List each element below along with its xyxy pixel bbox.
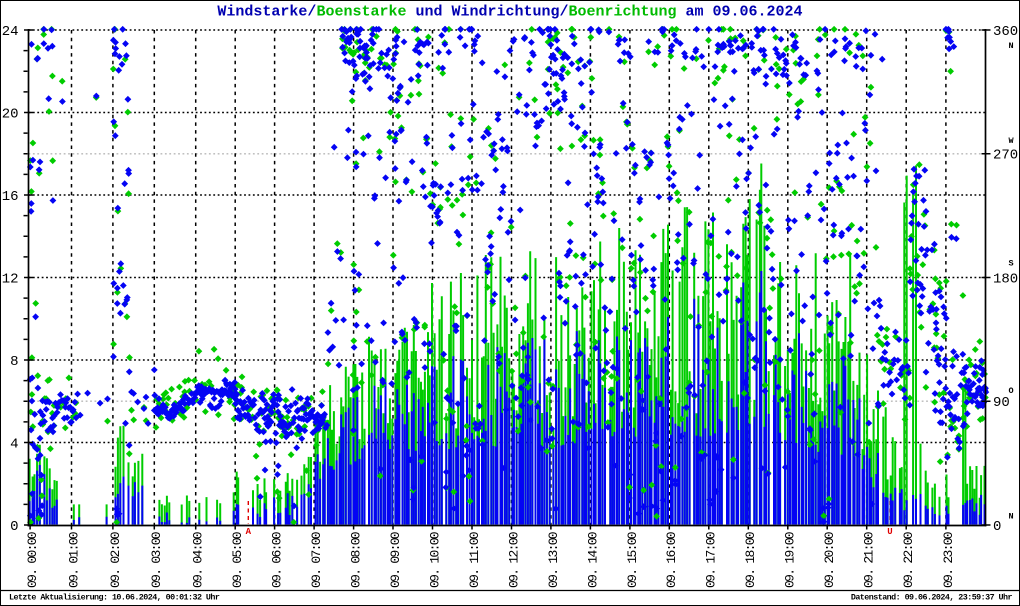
svg-text:N: N (1008, 41, 1013, 51)
svg-text:09. 03:00: 09. 03:00 (149, 532, 164, 588)
svg-text:360: 360 (993, 24, 1018, 40)
svg-text:S: S (1008, 258, 1013, 268)
svg-text:09. 21:00: 09. 21:00 (862, 532, 877, 588)
svg-text:09. 07:00: 09. 07:00 (309, 532, 324, 588)
svg-text:09. 05:00: 09. 05:00 (230, 532, 245, 588)
svg-text:N: N (1008, 511, 1013, 521)
svg-text:09. 04:00: 09. 04:00 (191, 532, 206, 588)
svg-text:24: 24 (2, 24, 19, 40)
svg-text:Windstarke/Boenstarke und Wind: Windstarke/Boenstarke und Windrichtung/B… (217, 4, 802, 21)
svg-text:09. 06:00: 09. 06:00 (270, 532, 285, 588)
svg-text:90: 90 (993, 395, 1010, 411)
svg-text:Datenstand: 09.06.2024, 23:59:: Datenstand: 09.06.2024, 23:59:37 Uhr (851, 593, 1013, 603)
svg-text:W: W (1008, 136, 1014, 146)
svg-text:Letzte Aktualisierung: 10.06.2: Letzte Aktualisierung: 10.06.2024, 00:01… (9, 593, 220, 603)
svg-text:270: 270 (993, 148, 1018, 164)
svg-text:8: 8 (10, 354, 18, 370)
svg-text:09. 20:00: 09. 20:00 (822, 532, 837, 588)
svg-text:0: 0 (10, 519, 18, 535)
svg-text:4: 4 (10, 436, 18, 452)
svg-text:09. 23:00: 09. 23:00 (941, 532, 956, 588)
svg-text:09. 17:00: 09. 17:00 (704, 532, 719, 588)
svg-text:09. 13:00: 09. 13:00 (546, 532, 561, 588)
svg-text:20: 20 (2, 106, 19, 122)
svg-text:09. 00:00: 09. 00:00 (25, 532, 40, 588)
svg-text:A: A (246, 527, 252, 537)
svg-text:0: 0 (993, 519, 1001, 535)
svg-text:09. 12:00: 09. 12:00 (506, 532, 521, 588)
svg-text:09. 02:00: 09. 02:00 (108, 532, 123, 588)
svg-text:09. 10:00: 09. 10:00 (427, 532, 442, 588)
svg-text:09. 11:00: 09. 11:00 (467, 532, 482, 588)
svg-text:09. 09:00: 09. 09:00 (388, 532, 403, 588)
svg-text:12: 12 (2, 271, 19, 287)
svg-text:09. 01:00: 09. 01:00 (66, 532, 81, 588)
svg-text:09. 15:00: 09. 15:00 (625, 532, 640, 588)
svg-text:180: 180 (993, 271, 1018, 287)
svg-text:09. 22:00: 09. 22:00 (901, 532, 916, 588)
svg-text:O: O (1008, 386, 1013, 396)
svg-text:16: 16 (2, 189, 19, 205)
svg-text:09. 14:00: 09. 14:00 (585, 532, 600, 588)
svg-text:09. 19:00: 09. 19:00 (783, 532, 798, 588)
svg-text:09. 16:00: 09. 16:00 (664, 532, 679, 588)
svg-text:09. 08:00: 09. 08:00 (349, 532, 364, 588)
svg-text:09. 18:00: 09. 18:00 (743, 532, 758, 588)
svg-text:U: U (887, 527, 892, 537)
